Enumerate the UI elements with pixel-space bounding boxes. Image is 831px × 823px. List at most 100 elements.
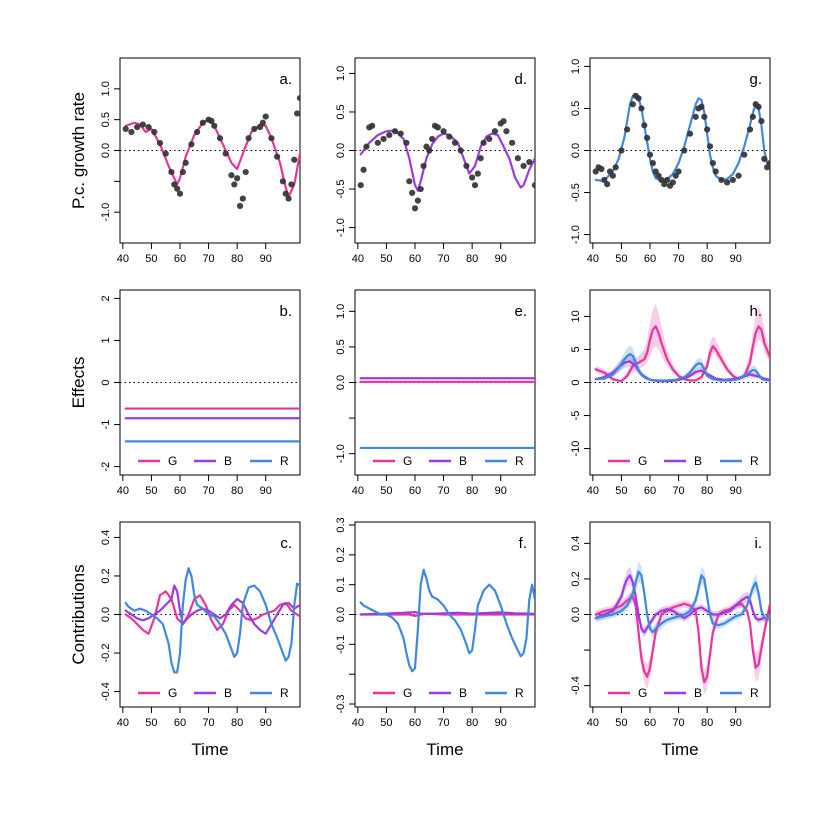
x-tick-label: 70 [437,253,449,265]
data-point [457,147,464,154]
legend-label-R: R [515,454,524,468]
panel-e: 40 50 60 70 80 90 -1.0 0.0 0.5 1.0 e. G B R [335,289,536,497]
data-point [761,155,768,163]
x-tick-label: 70 [437,485,449,497]
data-point [635,95,642,102]
data-point [741,151,748,158]
data-point [641,122,648,129]
y-tick-label: -0.5 [570,183,582,202]
data-point [168,168,175,176]
y-tick-label: 0.0 [570,607,582,622]
y-tick-label: 0.0 [100,143,112,158]
panel-label: d. [514,71,527,88]
data-point [701,113,708,120]
y-tick-label: -10 [570,441,582,457]
data-point [681,147,688,154]
data-point [724,179,731,186]
y-tick-label: -1.0 [335,218,347,237]
data-point [296,94,300,102]
x-tick-label: 40 [117,485,129,497]
y-tick-label: 2 [100,295,112,301]
data-point [629,101,636,108]
data-point [649,160,656,167]
x-tick-label: 90 [730,717,742,729]
panel-h: 40 50 60 70 80 90 -10 -5 0 5 10 h. G B R [570,289,771,497]
data-point [369,122,376,129]
x-tick-label: 90 [495,717,507,729]
y-tick-label: -0.3 [335,695,347,714]
x-tick-label: 40 [587,717,599,729]
x-tick-label: 60 [409,253,421,265]
data-point [609,172,616,179]
data-point [179,168,186,176]
panel-label: c. [280,535,292,552]
data-point [712,168,719,175]
x-tick-label: 80 [231,717,243,729]
data-point [709,160,716,167]
data-point [259,119,266,126]
data-point [156,140,164,147]
data-point [686,130,694,137]
legend-label-B: B [459,686,467,700]
data-point [718,176,725,184]
y-tick-label: -5 [570,411,582,421]
data-point [531,182,535,189]
data-point [503,128,510,135]
series-line-B [359,129,535,192]
plot-area [124,567,300,674]
x-tick-label: 40 [352,253,364,265]
panel-label: b. [279,303,292,320]
panel-c: 40 50 60 70 80 90 -0.4 -0.2 0.0 0.2 0.4 c. Contribut… [69,521,301,759]
data-point [429,135,436,143]
data-point [426,147,433,154]
data-point [758,117,765,125]
series-line-B [359,611,535,616]
data-point [514,155,521,162]
data-point [291,156,298,163]
panel-b: 40 50 60 70 80 90 -2 -1 0 1 2 b. Effects G B R [69,289,301,497]
legend-label-B: B [224,686,232,700]
data-point [692,113,699,120]
data-point [451,139,459,146]
x-tick-label: 50 [615,485,627,497]
legend-label-G: G [403,686,412,700]
data-point [134,123,141,131]
data-point [644,134,651,141]
legend-label-R: R [280,686,289,700]
x-tick-label: 90 [495,253,507,265]
x-tick-label: 80 [466,717,478,729]
y-tick-label: 0.0 [100,607,112,622]
x-tick-label: 50 [380,253,392,265]
x-tick-label: 70 [672,717,684,729]
y-tick-label: -0.4 [100,682,112,701]
y-tick-label: -1 [100,420,112,430]
y-tick-label: 0 [100,379,112,385]
data-point [664,176,671,184]
x-tick-label: 40 [352,485,364,497]
y-axis-title: Effects [69,357,88,409]
panel-label: i. [755,535,763,552]
y-tick-label: -0.5 [335,180,347,199]
data-point [463,162,470,170]
panel-label: h. [749,303,762,320]
data-point [208,117,215,124]
x-tick-label: 40 [352,717,364,729]
legend-label-B: B [224,454,232,468]
band-R [595,561,770,638]
data-point [199,119,206,126]
data-point [729,176,736,184]
y-tick-label: 1.0 [570,59,582,74]
data-point [231,181,238,188]
legend-label-R: R [750,454,759,468]
data-point [363,143,370,150]
data-point [486,135,493,143]
band-G [595,303,770,382]
y-tick-label: 0.4 [100,530,112,545]
panel-g: 40 50 60 70 80 90 -1.0 -0.5 0.0 0.5 1.0 g. [570,57,771,265]
data-point [474,170,481,177]
x-tick-label: 70 [202,253,214,265]
y-tick-label: 0.0 [335,375,347,390]
y-tick-label: -1.0 [100,203,112,222]
x-axis-title: Time [661,740,698,759]
plot-area [122,94,300,210]
